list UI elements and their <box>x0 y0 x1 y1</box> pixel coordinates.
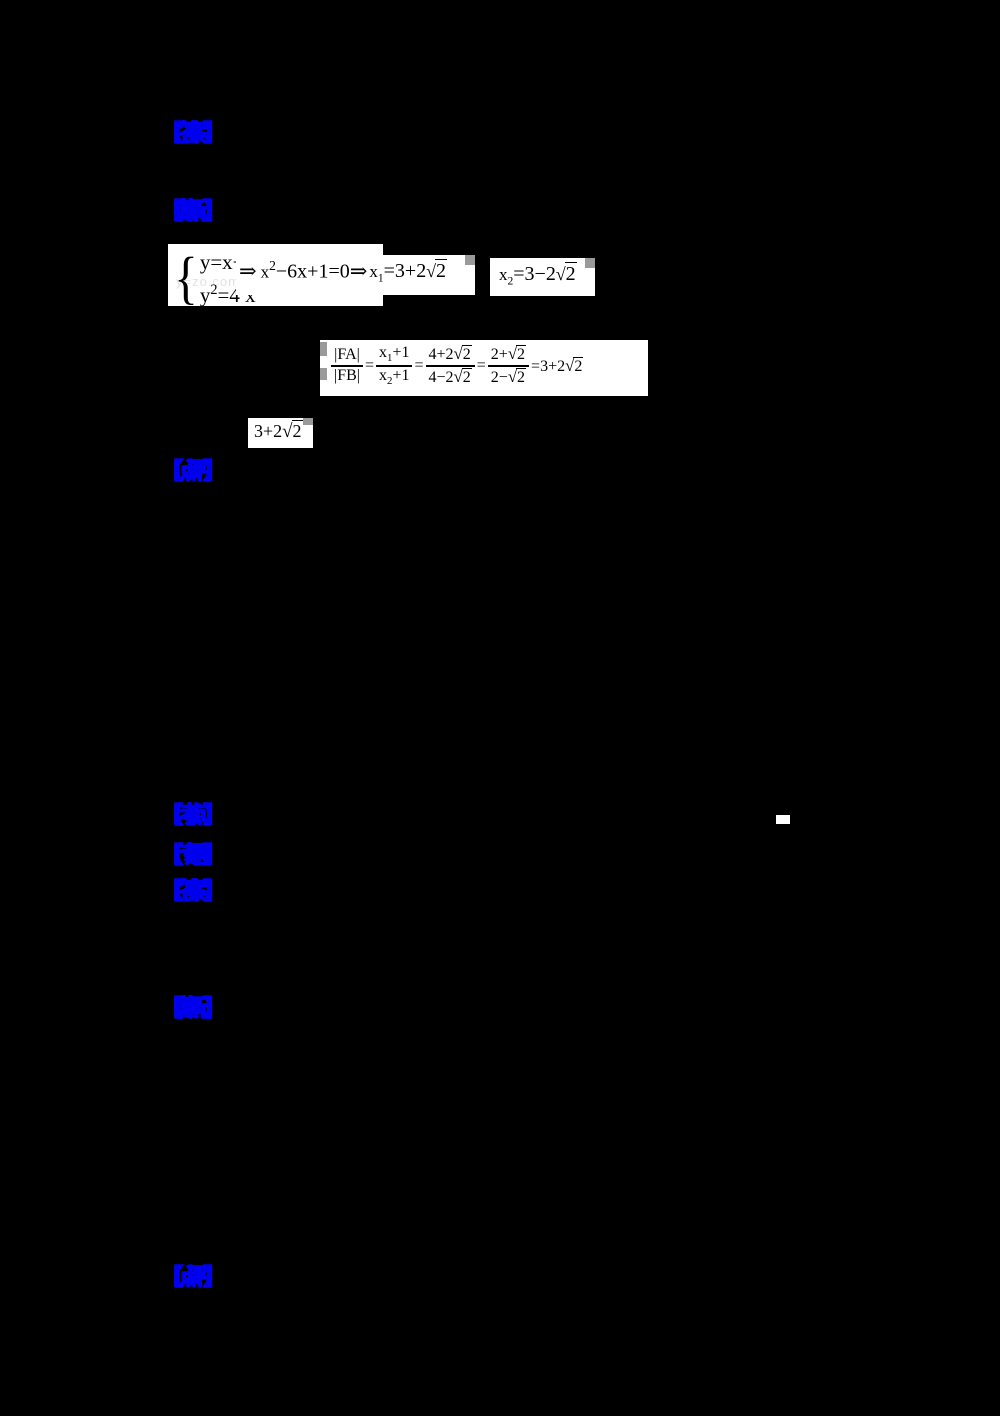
final-answer-plate: 3+2√2 <box>248 418 313 448</box>
corner-nub <box>465 255 475 265</box>
equals-3: = <box>476 356 486 374</box>
corner-nub <box>585 258 595 268</box>
quadratic-root-plate: ⇒ x2−6x+1=0 ⇒ x1=3+2√2 <box>236 255 475 295</box>
equals-1: = <box>364 356 375 374</box>
marker-analysis-2: 【解析】 <box>160 995 227 1022</box>
white-speck-artifact <box>776 815 790 824</box>
surd-fraction-2: 2+√2 2−√2 <box>487 345 530 386</box>
left-nub-bottom <box>320 368 327 380</box>
root-one-expression: x1=3+2√2 <box>369 258 447 284</box>
quadratic-expression: x2−6x+1=0 <box>260 258 350 283</box>
marker-answer-2: 【答案】 <box>160 878 227 905</box>
marker-testpoint: 【考点】 <box>160 802 227 829</box>
watermark-text: y=zo.com <box>176 274 240 289</box>
left-brace-glyph: { <box>174 245 198 306</box>
implies-arrow-1: ⇒ <box>239 259 257 283</box>
second-root-plate: x2=3−2√2 <box>490 258 595 296</box>
surd-fraction-1: 4+2√2 4−2√2 <box>425 345 475 386</box>
x1-over-x2-fraction: x1+1 x2+1 <box>376 344 413 387</box>
ratio-fraction-plate: |FA| |FB| = x1+1 x2+1 = 4+2√2 4−2√2 = <box>320 340 648 396</box>
final-answer-value: 3+2√2 <box>254 420 303 442</box>
marker-comment-2: 【点评】 <box>160 1264 227 1291</box>
implies-arrow-2: ⇒ <box>349 259 368 283</box>
ratio-result: =3+2√2 <box>531 355 584 375</box>
root-two-expression: x2=3−2√2 <box>499 262 577 288</box>
marker-comment-1: 【点评】 <box>160 458 227 485</box>
marker-topic: 【专题】 <box>160 842 227 869</box>
left-nub-top <box>320 342 327 356</box>
corner-nub <box>303 418 313 425</box>
marker-answer-1: 【答案】 <box>160 120 227 147</box>
marker-analysis-1: 【解析】 <box>160 198 227 225</box>
equals-2: = <box>414 356 424 374</box>
fa-over-fb-fraction: |FA| |FB| <box>331 346 363 384</box>
